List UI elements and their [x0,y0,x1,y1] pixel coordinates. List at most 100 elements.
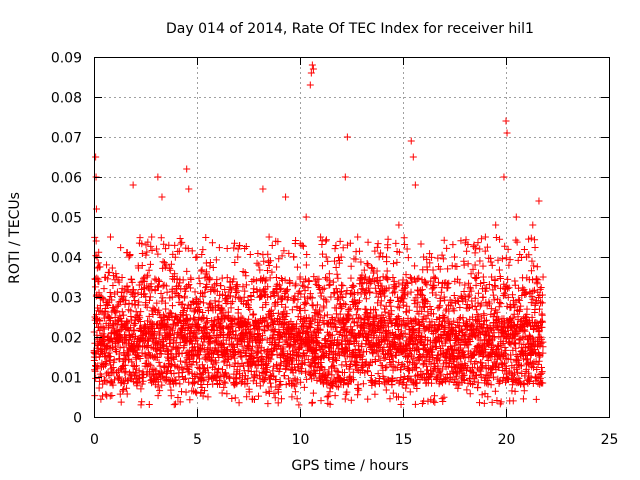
data-point [238,342,246,350]
data-point [157,289,165,297]
data-point [257,336,265,344]
data-point [264,283,272,291]
data-point [186,396,194,404]
data-point [142,251,150,259]
data-point [212,256,220,264]
data-point [182,315,190,323]
data-point [138,250,146,258]
data-point [249,352,257,360]
data-point [206,262,214,270]
data-point [176,398,184,406]
data-point [259,356,267,364]
data-point [190,378,198,386]
data-point [162,369,170,377]
data-point [147,242,155,250]
data-point [278,301,286,309]
data-point [197,267,205,275]
data-point [104,275,112,283]
data-point [171,241,179,249]
data-point [266,274,274,282]
data-point [278,252,286,260]
data-point [147,361,155,369]
data-point [179,276,187,284]
data-point [179,300,187,308]
data-point [168,285,176,293]
data-point [199,246,207,254]
data-point [95,248,103,256]
data-point [186,284,194,292]
data-point [204,393,212,401]
data-point [100,285,108,293]
data-point [187,276,195,284]
data-point [277,395,285,403]
data-point [173,334,181,342]
data-point [244,367,252,375]
data-point [223,390,231,398]
data-point [167,260,175,268]
data-point [271,394,279,402]
data-point [96,263,104,271]
data-point [170,401,178,409]
data-point [146,293,154,301]
data-point [210,373,218,381]
data-point [153,353,161,361]
data-point [174,291,182,299]
data-point [92,237,100,245]
data-point [276,286,284,294]
data-point [107,293,115,301]
data-point [112,270,120,278]
data-point [198,341,206,349]
data-point [154,250,162,258]
data-point [181,374,189,382]
data-point [103,342,111,350]
data-point [185,280,193,288]
y-tick-label: 0.03 [51,291,82,307]
y-tick-label: 0.07 [51,131,82,147]
data-point [200,365,208,373]
data-point [273,361,281,369]
data-point [208,239,216,247]
data-point [258,352,266,360]
data-point [103,358,111,366]
data-point [234,306,242,314]
data-point [214,368,222,376]
data-point [259,378,267,386]
data-point [96,316,104,324]
data-point [163,322,171,330]
data-point [238,353,246,361]
data-point [180,342,188,350]
data-point [167,360,175,368]
data-point [92,374,100,382]
data-point [165,355,173,363]
data-point [134,301,142,309]
data-point [253,379,261,387]
data-point [109,304,117,312]
data-point [219,290,227,298]
data-point [166,309,174,317]
data-point [231,394,239,402]
data-point [131,290,139,298]
data-point [122,296,130,304]
data-point [145,328,153,336]
data-point [243,300,251,308]
data-point [100,335,108,343]
data-point [221,286,229,294]
data-point [231,239,239,247]
data-point [155,276,163,284]
data-point [273,263,281,271]
data-point [250,310,258,318]
data-point [173,282,181,290]
data-point [99,380,107,388]
data-point [109,381,117,389]
y-tick-label: 0.04 [51,251,82,267]
data-point [175,247,183,255]
data-point [198,361,206,369]
data-point [111,308,119,316]
data-point [180,376,188,384]
data-point [264,323,272,331]
data-point [145,400,153,408]
data-point [97,372,105,380]
data-point [218,389,226,397]
data-point [136,375,144,383]
data-point [221,379,229,387]
